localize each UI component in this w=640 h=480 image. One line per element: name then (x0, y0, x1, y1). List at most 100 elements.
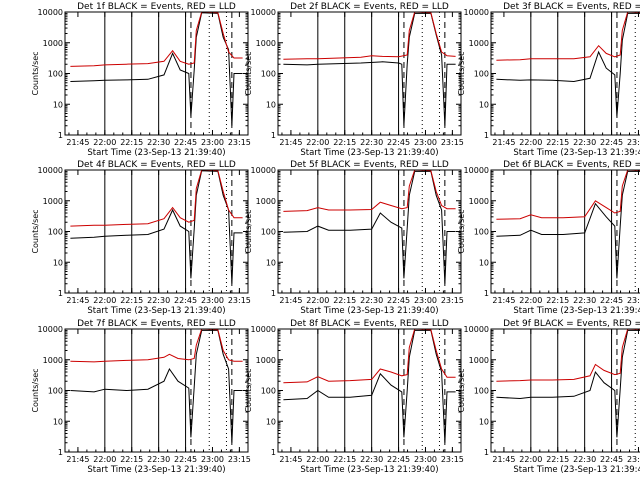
y-tick-label: 10000 (251, 8, 276, 17)
x-tick-label: 23:00 (627, 296, 640, 305)
plot-frame (277, 11, 462, 136)
x-tick-label: 21:45 (492, 138, 515, 147)
x-tick-label: 22:15 (333, 138, 356, 147)
y-axis-label: Counts/sec (457, 209, 466, 253)
y-tick-label: 10 (53, 258, 63, 267)
y-tick-label: 10 (266, 258, 276, 267)
y-axis-label: Counts/sec (244, 209, 253, 253)
panel-title: Det 2f BLACK = Events, RED = LLD (290, 2, 449, 12)
x-tick-label: 23:00 (414, 138, 437, 147)
x-tick-label: 23:15 (441, 296, 464, 305)
x-tick-label: 22:45 (600, 296, 623, 305)
detector-panel: Det 2f BLACK = Events, RED = LLD 1 10 100 10… (244, 2, 464, 158)
x-tick-label: 21:45 (66, 296, 89, 305)
x-tick-label: 22:30 (360, 455, 383, 464)
plot-frame (64, 11, 249, 136)
detector-panel: Det 8f BLACK = Events, RED = LLD 1 10 100 10… (244, 319, 464, 475)
series-events-line (496, 170, 640, 279)
x-tick-label: 22:15 (546, 138, 569, 147)
x-tick-label: 23:15 (441, 138, 464, 147)
x-tick-label: 22:45 (174, 455, 197, 464)
x-tick-label: 22:15 (120, 296, 143, 305)
y-tick-label: 1 (58, 289, 63, 298)
x-tick-label: 22:45 (600, 455, 623, 464)
x-tick-label: 22:15 (333, 455, 356, 464)
x-tick-label: 23:00 (414, 296, 437, 305)
x-tick-label: 23:15 (228, 455, 251, 464)
panel-title: Det 5f BLACK = Events, RED = LLD (290, 160, 449, 170)
series-lld-line (283, 170, 456, 212)
x-tick-label: 22:30 (573, 138, 596, 147)
x-tick-label: 22:00 (306, 296, 329, 305)
x-tick-label: 22:15 (546, 296, 569, 305)
series-events-line (283, 12, 456, 126)
x-tick-label: 22:30 (360, 138, 383, 147)
x-axis-label: Start Time (23-Sep-13 21:39:40) (300, 148, 438, 158)
y-tick-label: 10000 (464, 325, 489, 334)
y-tick-label: 1 (271, 289, 276, 298)
x-tick-label: 22:30 (147, 296, 170, 305)
x-tick-label: 21:45 (66, 455, 89, 464)
series-events-line (283, 170, 456, 284)
x-tick-label: 21:45 (492, 296, 515, 305)
y-tick-label: 1000 (256, 356, 276, 365)
plot-frame (64, 328, 249, 453)
panel-title: Det 4f BLACK = Events, RED = LLD (77, 160, 236, 170)
y-axis-label: Counts/sec (31, 368, 40, 412)
x-tick-label: 21:45 (492, 455, 515, 464)
x-tick-label: 22:00 (93, 296, 116, 305)
plot-frame (490, 11, 640, 136)
plot-frame (277, 328, 462, 453)
x-tick-label: 21:45 (66, 138, 89, 147)
x-tick-label: 22:00 (306, 138, 329, 147)
x-tick-label: 22:15 (120, 138, 143, 147)
y-tick-label: 1000 (469, 197, 489, 206)
x-axis-label: Start Time (23-Sep-13 21:39:40) (87, 465, 225, 475)
y-tick-label: 100 (261, 228, 276, 237)
x-tick-label: 23:00 (201, 296, 224, 305)
x-tick-label: 22:00 (93, 455, 116, 464)
detector-panel: Det 1f BLACK = Events, RED = LLD 1 10 100 10… (31, 2, 251, 158)
y-tick-label: 10000 (251, 166, 276, 175)
y-tick-label: 1 (58, 448, 63, 457)
x-tick-label: 21:45 (279, 138, 302, 147)
detector-panel: Det 5f BLACK = Events, RED = LLD 1 10 100 10… (244, 160, 464, 316)
x-tick-label: 22:15 (333, 296, 356, 305)
x-axis-label: Start Time (23-Sep-13 21:39:40) (513, 306, 640, 316)
x-tick-label: 22:15 (120, 455, 143, 464)
panel-title: Det 3f BLACK = Events, RED = LLD (503, 2, 640, 12)
x-tick-label: 23:15 (441, 455, 464, 464)
x-tick-label: 22:00 (519, 455, 542, 464)
y-tick-label: 1000 (469, 356, 489, 365)
y-tick-label: 100 (48, 228, 63, 237)
y-tick-label: 10 (479, 258, 489, 267)
y-tick-label: 1 (58, 131, 63, 140)
y-axis-label: Counts/sec (31, 209, 40, 253)
x-tick-label: 22:00 (519, 138, 542, 147)
y-tick-label: 10000 (464, 8, 489, 17)
x-tick-label: 21:45 (279, 296, 302, 305)
series-lld-line (70, 329, 243, 363)
x-tick-label: 23:15 (228, 138, 251, 147)
y-tick-label: 10000 (38, 166, 63, 175)
y-tick-label: 100 (474, 387, 489, 396)
y-axis-label: Counts/sec (244, 51, 253, 95)
series-lld-line (496, 329, 640, 382)
x-axis-label: Start Time (23-Sep-13 21:39:40) (87, 306, 225, 316)
series-lld-line (283, 329, 456, 384)
x-tick-label: 22:45 (387, 296, 410, 305)
y-axis-label: Counts/sec (31, 51, 40, 95)
y-tick-label: 100 (474, 70, 489, 79)
series-events-line (70, 329, 243, 443)
x-tick-label: 22:15 (546, 455, 569, 464)
y-tick-label: 10000 (251, 325, 276, 334)
y-tick-label: 10000 (38, 8, 63, 17)
detector-panel: Det 9f BLACK = Events, RED = LLD 1 10 100 10… (457, 319, 640, 475)
panel-title: Det 6f BLACK = Events, RED = LLD (503, 160, 640, 170)
x-tick-label: 22:45 (387, 455, 410, 464)
y-tick-label: 1000 (43, 39, 63, 48)
y-tick-label: 10000 (38, 325, 63, 334)
x-tick-label: 23:00 (414, 455, 437, 464)
y-tick-label: 10 (266, 100, 276, 109)
